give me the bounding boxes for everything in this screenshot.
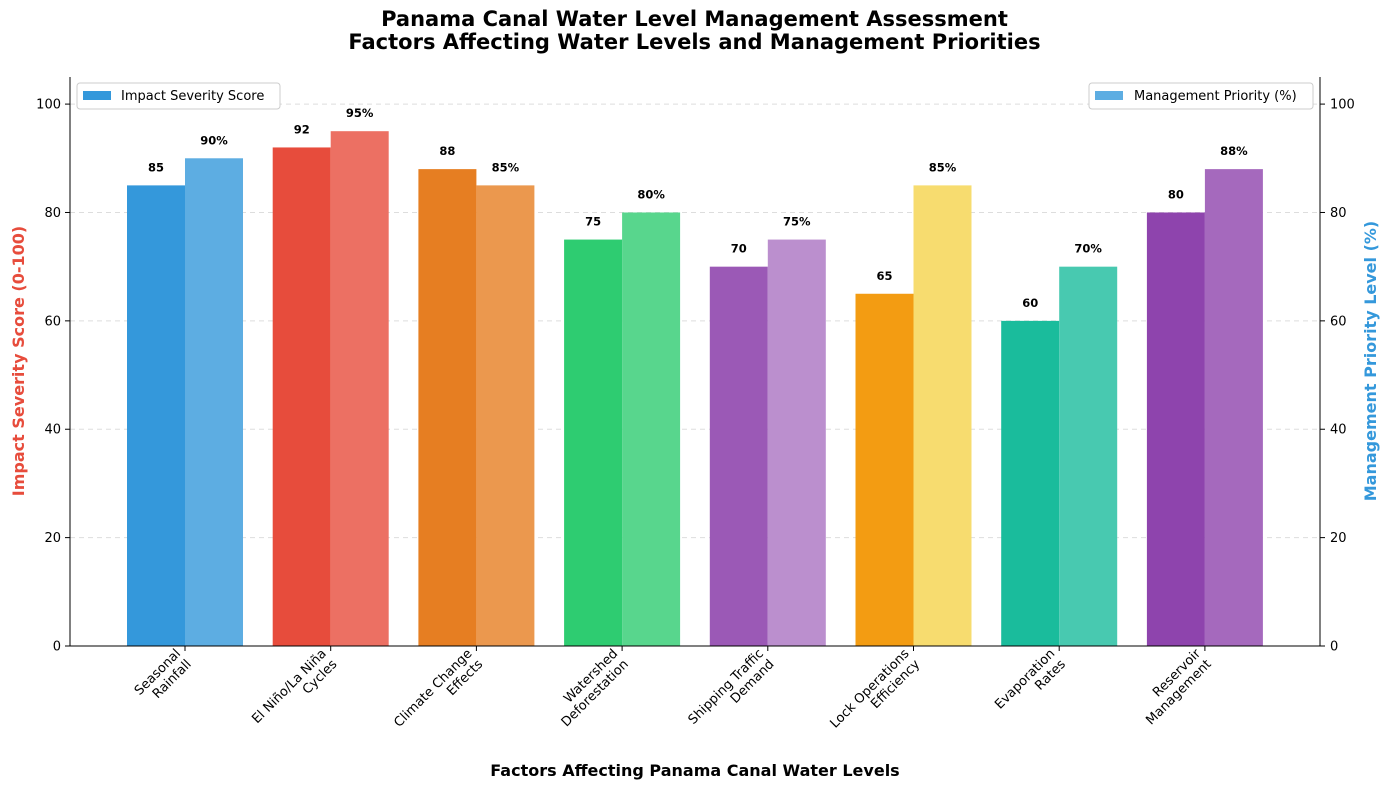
left-tick-label: 0 — [53, 640, 61, 655]
legend-swatch-priority — [1095, 91, 1123, 100]
bars — [127, 131, 1263, 647]
impact-bar — [855, 293, 914, 646]
impact-value-label: 65 — [876, 269, 892, 283]
left-tick-label: 60 — [44, 314, 61, 329]
impact-value-label: 92 — [294, 122, 310, 136]
priority-bar — [330, 131, 389, 646]
impact-bar — [709, 266, 768, 646]
priority-bar — [185, 158, 243, 647]
impact-value-label: 80 — [1168, 187, 1184, 201]
right-tick-label: 20 — [1330, 531, 1347, 546]
legend-label-priority: Management Priority (%) — [1134, 89, 1297, 104]
priority-bar — [476, 185, 535, 646]
priority-value-label: 85% — [929, 160, 957, 174]
left-tick-label: 20 — [44, 531, 61, 546]
impact-value-label: 88 — [439, 144, 455, 158]
impact-value-label: 70 — [731, 242, 747, 256]
chart-title: Panama Canal Water Level Management Asse… — [381, 7, 1008, 31]
priority-value-label: 70% — [1074, 242, 1102, 256]
left-tick-label: 40 — [44, 423, 61, 438]
right-tick-label: 0 — [1330, 640, 1338, 655]
impact-bar — [127, 185, 185, 646]
chart-subtitle: Factors Affecting Water Levels and Manag… — [348, 30, 1040, 54]
grid-lines — [70, 103, 1320, 539]
priority-bar — [1059, 266, 1118, 646]
x-axis-title: Factors Affecting Panama Canal Water Lev… — [490, 761, 899, 780]
axes — [65, 77, 1325, 651]
impact-bar — [272, 147, 331, 646]
impact-value-label: 85 — [148, 160, 164, 174]
left-tick-label: 80 — [44, 206, 61, 221]
data-labels: 85 90% 92 95% 88 85% 75 80% 70 75% 65 85% 60 70% 80 88% — [148, 106, 1248, 310]
right-tick-label: 100 — [1330, 98, 1355, 113]
left-tick-label: 100 — [36, 98, 61, 113]
priority-value-label: 90% — [200, 133, 228, 147]
legend-right: Management Priority (%) — [1088, 82, 1314, 110]
legend-left: Impact Severity Score — [76, 82, 281, 110]
priority-bar — [622, 212, 681, 646]
y-axis-title-right: Management Priority Level (%) — [1361, 221, 1380, 502]
priority-value-label: 85% — [492, 160, 520, 174]
legend-label-impact: Impact Severity Score — [121, 89, 264, 104]
impact-bar — [564, 239, 623, 647]
priority-bar — [913, 185, 972, 646]
impact-bar — [1146, 212, 1205, 646]
priority-value-label: 95% — [346, 106, 374, 120]
priority-value-label: 88% — [1220, 144, 1248, 158]
right-tick-label: 80 — [1330, 206, 1347, 221]
priority-bar — [767, 239, 826, 647]
impact-bar — [1001, 320, 1060, 646]
right-tick-label: 40 — [1330, 423, 1347, 438]
y-axis-title-left: Impact Severity Score (0-100) — [9, 226, 28, 496]
priority-value-label: 80% — [637, 187, 665, 201]
tick-labels: 0 0 20 20 40 40 60 60 80 80 100 100 — [36, 98, 1355, 655]
impact-value-label: 60 — [1022, 296, 1038, 310]
right-tick-label: 60 — [1330, 314, 1347, 329]
priority-value-label: 75% — [783, 215, 811, 229]
impact-bar — [418, 169, 477, 646]
legend-swatch-impact — [83, 91, 111, 100]
priority-bar — [1204, 169, 1263, 646]
impact-value-label: 75 — [585, 215, 601, 229]
